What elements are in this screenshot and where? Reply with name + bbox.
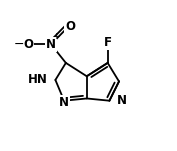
Text: N: N bbox=[59, 96, 69, 109]
Text: N: N bbox=[46, 38, 56, 51]
Text: F: F bbox=[104, 36, 112, 49]
Text: −: − bbox=[14, 38, 24, 51]
Text: N: N bbox=[116, 94, 126, 107]
Text: +: + bbox=[52, 32, 60, 41]
Text: O: O bbox=[65, 20, 75, 33]
Text: HN: HN bbox=[28, 73, 48, 86]
Text: O: O bbox=[23, 38, 33, 51]
